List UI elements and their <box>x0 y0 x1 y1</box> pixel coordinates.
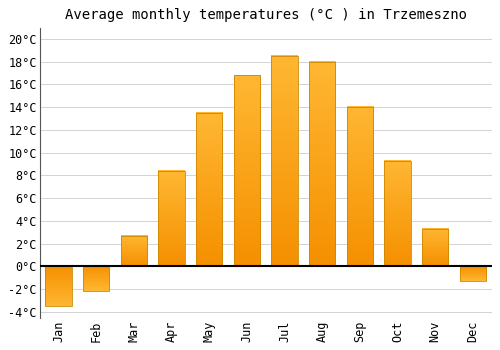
Bar <box>158 171 184 266</box>
Bar <box>346 107 373 266</box>
Bar <box>460 266 486 281</box>
Bar <box>272 56 297 266</box>
Bar <box>120 236 147 266</box>
Bar <box>384 161 410 266</box>
Bar <box>83 266 110 291</box>
Title: Average monthly temperatures (°C ) in Trzemeszno: Average monthly temperatures (°C ) in Tr… <box>64 8 466 22</box>
Bar <box>422 229 448 266</box>
Bar <box>234 75 260 266</box>
Bar <box>46 266 72 306</box>
Bar <box>309 62 336 266</box>
Bar <box>196 113 222 266</box>
